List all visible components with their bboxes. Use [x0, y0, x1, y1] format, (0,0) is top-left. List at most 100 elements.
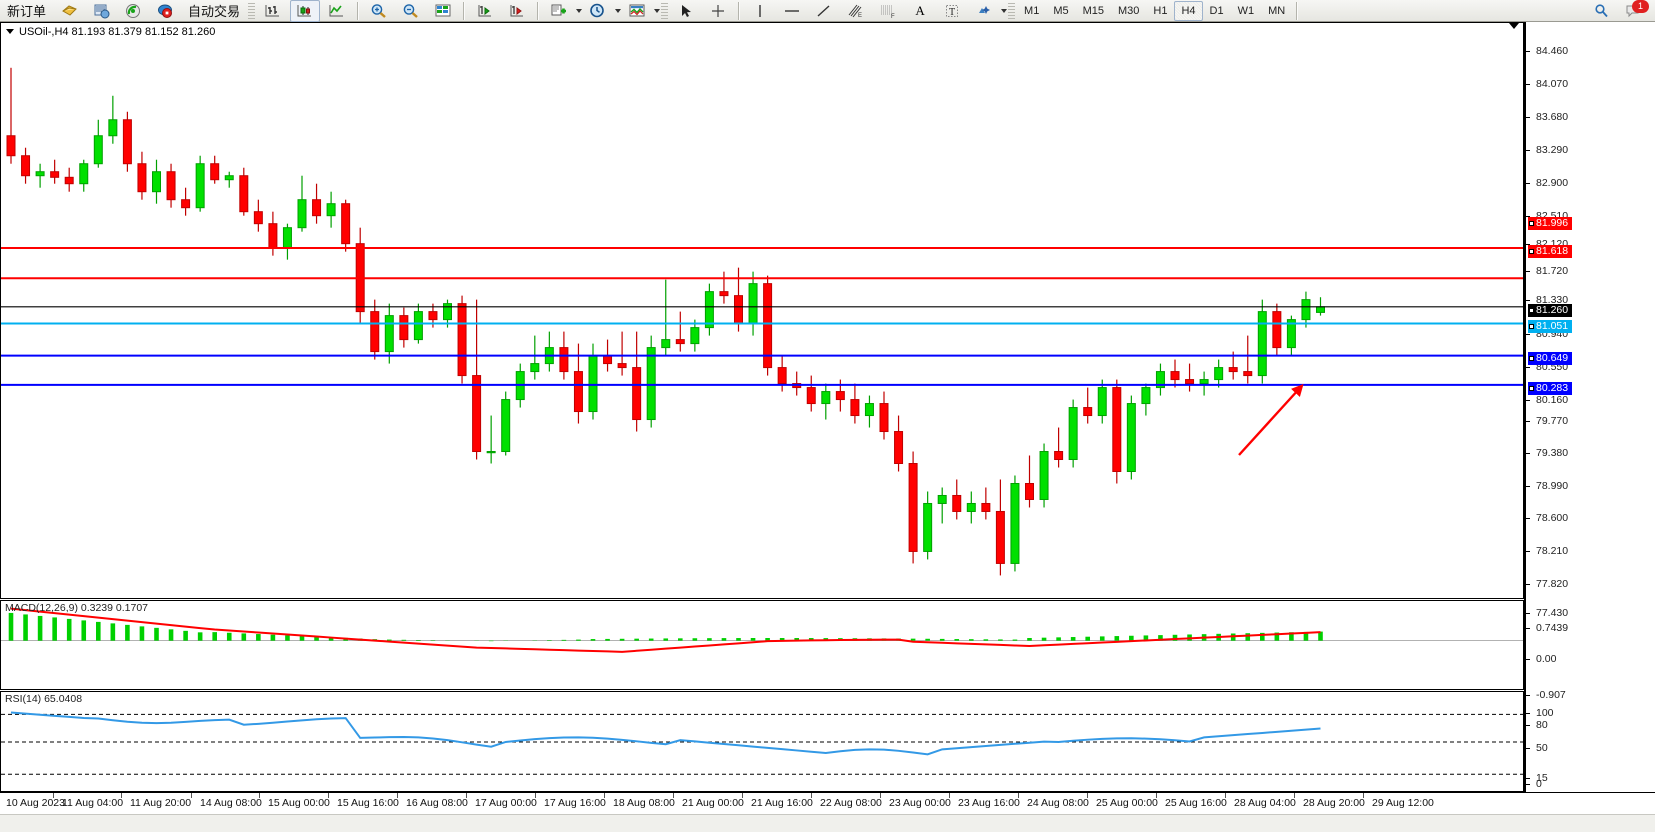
- candle-body: [995, 510, 1005, 564]
- vertical-line-icon[interactable]: [745, 0, 775, 22]
- annotations-layer[interactable]: [1, 23, 1523, 598]
- candle-body: [835, 391, 845, 401]
- level-handle-icon[interactable]: [1529, 221, 1534, 226]
- chart-menu-caret-icon[interactable]: [1509, 23, 1519, 29]
- templates-icon[interactable]: [622, 0, 652, 22]
- timeframe-h4[interactable]: H4: [1174, 0, 1203, 21]
- auto-trading-button[interactable]: 自动交易: [182, 0, 246, 22]
- toolbar-grip[interactable]: [661, 1, 669, 20]
- price-level-badge[interactable]: 81.618: [1528, 245, 1573, 258]
- text-icon[interactable]: T: [937, 0, 967, 22]
- time-axis-tick: [1018, 793, 1019, 798]
- timeframe-h1[interactable]: H1: [1153, 4, 1168, 17]
- price-tick-label: 81.330: [1536, 294, 1569, 306]
- bullish-arrow[interactable]: [1238, 384, 1304, 456]
- time-axis-tick: [397, 793, 398, 798]
- period-dropdown-caret[interactable]: [615, 8, 622, 13]
- new-order-button[interactable]: 新订单: [1, 0, 52, 22]
- price-chart-pane[interactable]: USOil-,H4 81.193 81.379 81.152 81.260: [0, 22, 1524, 599]
- time-axis-tick: [880, 793, 881, 798]
- axis-tickmark: [1526, 518, 1530, 519]
- candle-body: [1199, 379, 1209, 385]
- candle-body: [210, 163, 220, 181]
- auto-trading-icon[interactable]: [150, 0, 180, 22]
- rsi-label: RSI(14) 65.0408: [5, 693, 83, 705]
- candle-body: [50, 171, 60, 178]
- candle-body: [937, 494, 947, 504]
- price-level-badge[interactable]: 81.051: [1528, 320, 1573, 333]
- toolbar-grip[interactable]: [248, 1, 256, 20]
- toolbar-separator: [537, 1, 540, 20]
- axis-tickmark: [1526, 334, 1530, 335]
- bar-chart-icon[interactable]: [258, 0, 288, 22]
- templates-dropdown-caret[interactable]: [654, 8, 661, 13]
- indicators-dropdown-caret[interactable]: [576, 8, 583, 13]
- timeframe-m1[interactable]: M1: [1024, 4, 1040, 17]
- timeframe-mn[interactable]: MN: [1268, 4, 1286, 17]
- text-label-icon[interactable]: A: [915, 2, 925, 18]
- level-handle-icon[interactable]: [1529, 308, 1534, 313]
- toolbar-grip[interactable]: [1008, 1, 1016, 20]
- candle-body: [1068, 407, 1078, 461]
- level-handle-icon[interactable]: [1529, 386, 1534, 391]
- axis-tickmark: [1526, 713, 1530, 714]
- toolbar-separator: [463, 1, 466, 20]
- macd-indicator-pane[interactable]: MACD(12,26,9) 0.3239 0.1707: [0, 600, 1524, 690]
- price-level-badge[interactable]: 80.283: [1528, 382, 1573, 395]
- time-axis[interactable]: 10 Aug 2023 11 Aug 04:00 11 Aug 20:00 14 Au…: [0, 792, 1655, 814]
- timeframe-w1[interactable]: W1: [1237, 4, 1255, 17]
- candlestick-chart-icon[interactable]: [290, 0, 321, 22]
- candle-body: [181, 199, 191, 209]
- search-icon[interactable]: [1587, 0, 1617, 22]
- timeframe-m5[interactable]: M5: [1053, 4, 1069, 17]
- time-axis-tick: [1156, 793, 1157, 798]
- timeframe-m30[interactable]: M30: [1118, 4, 1140, 17]
- equidistant-channel-icon[interactable]: E: [841, 0, 871, 22]
- time-axis-label: 21 Aug 00:00: [682, 797, 744, 809]
- time-axis-label: 23 Aug 16:00: [958, 797, 1020, 809]
- rsi-indicator-pane[interactable]: RSI(14) 65.0408: [0, 691, 1524, 792]
- candle-body: [573, 371, 583, 413]
- price-axis[interactable]: 84.460 84.070 83.680 83.290 82.900 82.510 82.1…: [1524, 22, 1655, 792]
- level-handle-icon[interactable]: [1529, 356, 1534, 361]
- objects-dropdown-caret[interactable]: [1001, 8, 1008, 13]
- candle-body: [1301, 299, 1311, 321]
- auto-scroll-icon[interactable]: [502, 0, 532, 22]
- objects-icon[interactable]: [969, 0, 999, 22]
- period-icon[interactable]: [583, 0, 613, 22]
- chart-workspace: USOil-,H4 81.193 81.379 81.152 81.260 MA…: [0, 22, 1655, 832]
- time-axis-tick: [1363, 793, 1364, 798]
- expert-advisor-icon[interactable]: [54, 0, 84, 22]
- candle-body: [879, 403, 889, 433]
- price-level-badge[interactable]: 81.260: [1528, 304, 1573, 317]
- price-level-badge[interactable]: 80.649: [1528, 352, 1573, 365]
- horizontal-line-icon[interactable]: [777, 0, 807, 22]
- candle-body: [1228, 367, 1238, 373]
- zoom-out-icon[interactable]: [396, 0, 426, 22]
- alerts-icon[interactable]: 1: [1619, 0, 1649, 22]
- market-watch-icon[interactable]: [428, 0, 458, 22]
- data-window-icon[interactable]: [86, 0, 116, 22]
- time-axis-label: 15 Aug 00:00: [268, 797, 330, 809]
- line-chart-icon[interactable]: [322, 0, 352, 22]
- collapse-arrow-icon[interactable]: [6, 29, 14, 34]
- horizontal-levels-layer[interactable]: [1, 23, 1523, 598]
- signals-icon[interactable]: [118, 0, 148, 22]
- trendline-icon[interactable]: [809, 0, 839, 22]
- zoom-in-icon[interactable]: [364, 0, 394, 22]
- level-handle-icon[interactable]: [1529, 249, 1534, 254]
- indicators-icon[interactable]: [544, 0, 574, 22]
- candle-body: [559, 347, 569, 373]
- timeframe-m15[interactable]: M15: [1082, 4, 1104, 17]
- chart-shift-icon[interactable]: [470, 0, 500, 22]
- cursor-icon[interactable]: [671, 0, 701, 22]
- rsi-tick-label: 80: [1536, 719, 1548, 731]
- crosshair-icon[interactable]: [703, 0, 733, 22]
- candle-body: [1272, 311, 1282, 349]
- fibonacci-icon[interactable]: F: [873, 0, 903, 22]
- price-tick-label: 82.510: [1536, 210, 1569, 222]
- timeframe-d1[interactable]: D1: [1209, 4, 1224, 17]
- price-level-badge[interactable]: 81.996: [1528, 217, 1573, 230]
- symbol-ohlc-text: USOil-,H4 81.193 81.379 81.152 81.260: [19, 26, 216, 38]
- level-handle-icon[interactable]: [1529, 324, 1534, 329]
